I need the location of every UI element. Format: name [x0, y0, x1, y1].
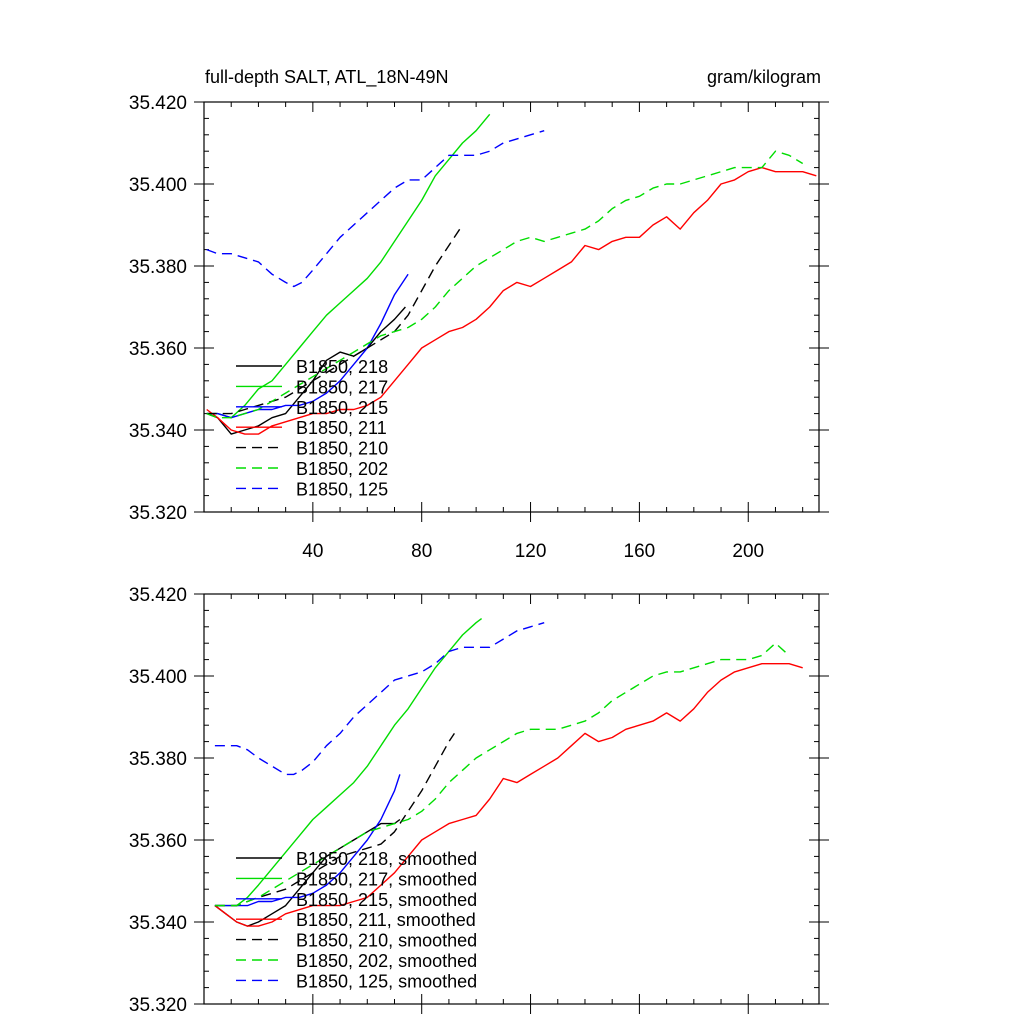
legend-label: B1850, 218	[296, 357, 388, 377]
plot-frame	[203, 101, 820, 513]
x-tick-label: 200	[732, 541, 764, 562]
legend-label: B1850, 217	[296, 377, 388, 397]
legend-label: B1850, 211	[296, 418, 387, 438]
legend-label: B1850, 215, smoothed	[296, 890, 477, 910]
x-tick-label: 80	[411, 541, 432, 562]
y-tick-label: 35.320	[129, 503, 187, 524]
x-tick-label: 120	[515, 541, 547, 562]
y-tick-label: 35.360	[129, 339, 187, 360]
plot-frame	[203, 593, 820, 1005]
series-line	[206, 166, 817, 435]
series-line	[206, 130, 545, 288]
units-label: gram/kilogram	[707, 67, 821, 87]
legend-label: B1850, 125	[296, 479, 388, 499]
series-line	[214, 642, 790, 907]
y-tick-label: 35.380	[129, 749, 187, 770]
legend-label: B1850, 210, smoothed	[296, 931, 477, 951]
series-line	[206, 150, 804, 419]
panel-title: full-depth SALT, ATL_18N-49N	[205, 67, 448, 88]
bottom-panel: 35.320 35.340 35.360 35.380 35.400 35.420 B185…	[129, 585, 829, 1016]
y-tick-label: 35.360	[129, 831, 187, 852]
series-line	[206, 228, 461, 415]
series-line	[214, 622, 545, 776]
y-tick-label: 35.340	[129, 421, 187, 442]
y-tick-label: 35.400	[129, 175, 187, 196]
legend-label: B1850, 215	[296, 398, 388, 418]
series-line	[206, 113, 491, 419]
y-tick-label: 35.380	[129, 257, 187, 278]
legend-label: B1850, 210	[296, 439, 388, 459]
legend-label: B1850, 217, smoothed	[296, 869, 477, 889]
y-tick-label: 35.400	[129, 667, 187, 688]
series-line	[214, 618, 483, 907]
y-tick-label: 35.320	[129, 995, 187, 1016]
legend-label: B1850, 218, smoothed	[296, 849, 477, 869]
legend-label: B1850, 211, smoothed	[296, 910, 476, 930]
legend-label: B1850, 202	[296, 459, 388, 479]
y-tick-label: 35.420	[129, 585, 187, 606]
legend-label: B1850, 125, smoothed	[296, 971, 477, 991]
top-panel: full-depth SALT, ATL_18N-49N gram/kilogr…	[129, 67, 829, 562]
legend-label: B1850, 202, smoothed	[296, 951, 477, 971]
x-tick-label: 160	[624, 541, 656, 562]
series-line	[214, 663, 803, 927]
y-tick-label: 35.340	[129, 913, 187, 934]
y-tick-label: 35.420	[129, 93, 187, 114]
x-tick-label: 40	[302, 541, 323, 562]
